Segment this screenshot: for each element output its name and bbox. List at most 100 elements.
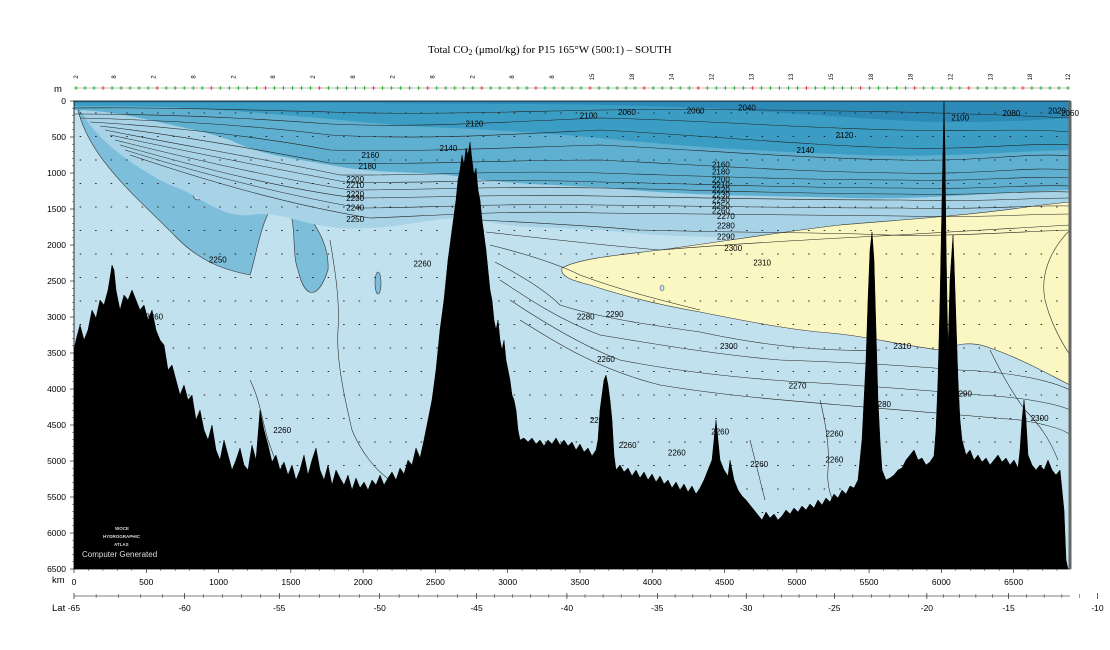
station-label: 2: [470, 75, 476, 79]
contour-label: 2220: [346, 190, 364, 199]
plot-area: [74, 101, 1070, 569]
contour-label: 2260: [825, 456, 843, 465]
contour-label: 2240: [346, 204, 364, 213]
depth-tick-label: 5000: [47, 456, 66, 466]
contour-label: 2100: [580, 111, 598, 120]
latitude-axis: -65 -60 -55 -50 -45 -40 -35 -30 -25 -20 -15 -10: [68, 593, 1104, 613]
woce-watermark: WOCE HYDROGRAPHIC ATLAS Computer Generat…: [82, 526, 157, 559]
distance-tick-label: 3000: [498, 577, 517, 587]
contour-label: 2250: [209, 255, 227, 264]
contour-label: 2260: [145, 312, 163, 321]
contour-label: 2270: [789, 381, 807, 390]
contour-label: 2270: [938, 430, 956, 439]
contour-label: 2120: [836, 131, 854, 140]
contour-label: 2140: [440, 144, 458, 153]
latitude-label: Lat: [52, 603, 66, 614]
depth-tick-label: 4500: [47, 420, 66, 430]
contour-label: 2080: [1003, 109, 1021, 118]
region-small-lens: [659, 284, 665, 292]
station-label: 8: [550, 75, 556, 79]
contour-label: 2060: [1061, 109, 1079, 118]
contour-label: 2180: [712, 168, 730, 177]
latitude-tick-label: -10: [1091, 603, 1104, 613]
depth-tick-label: 2500: [47, 276, 66, 286]
contour-label: 2160: [361, 151, 379, 160]
station-label: 2: [152, 75, 158, 79]
station-label: 8: [510, 75, 516, 79]
contour-label: 2310: [753, 258, 771, 267]
station-label: 18: [630, 73, 636, 80]
contour-label: 2210: [346, 181, 364, 190]
station-label: 8: [271, 75, 277, 79]
chart-title: Total CO2 (μmol/kg) for P15 165°W (500:1…: [428, 44, 672, 57]
station-label: 13: [789, 73, 795, 80]
contour-label: 2230: [346, 194, 364, 203]
station-label: 2: [391, 75, 397, 79]
contour-label: 2240: [712, 196, 730, 205]
contour-label: 2060: [687, 106, 705, 115]
contour-label: 2290: [717, 232, 735, 241]
contour-label: 2260: [712, 206, 730, 215]
contour-label: 2280: [717, 222, 735, 231]
latitude-tick-label: -45: [470, 603, 483, 613]
chart-title-main: Total CO: [428, 44, 469, 56]
distance-axis: 0 500 1000 1500 2000 2500 3000 3500 4000 4500 5000…: [72, 569, 1058, 587]
latitude-tick-label: -55: [273, 603, 286, 613]
distance-tick-label: 1000: [209, 577, 228, 587]
depth-tick-label: 6000: [47, 528, 66, 538]
depth-tick-label: 6500: [47, 564, 66, 574]
station-label: 2: [74, 75, 80, 79]
contour-label: 2220: [712, 186, 730, 195]
station-label: 12: [1066, 73, 1072, 80]
station-label: 18: [909, 73, 915, 80]
chart-title-rest: (μmol/kg) for P15 165°W (500:1) – SOUTH: [472, 44, 671, 56]
distance-unit-label: km: [52, 575, 65, 586]
distance-tick-label: 2500: [426, 577, 445, 587]
distance-tick-label: 500: [139, 577, 153, 587]
contour-label: 2260: [825, 430, 843, 439]
region-2250-lens: [374, 271, 382, 295]
contour-label: 2020: [1048, 106, 1066, 115]
chart-title-subscript: 2: [468, 48, 472, 57]
distance-tick-label: 5000: [787, 577, 806, 587]
distance-tick-label: 0: [72, 577, 77, 587]
depth-tick-label: 1000: [47, 168, 66, 178]
contour-label: 2290: [606, 310, 624, 319]
contour-label: 2260: [668, 448, 686, 457]
watermark-line-2: HYDROGRAPHIC: [103, 534, 141, 539]
latitude-tick-label: -60: [178, 603, 191, 613]
latitude-tick-label: -15: [1002, 603, 1015, 613]
contour-label: 2280: [873, 400, 891, 409]
station-label: 18: [1028, 73, 1034, 80]
watermark-line-3: ATLAS: [114, 542, 129, 547]
latitude-tick-label: -35: [651, 603, 664, 613]
contour-label: 2120: [466, 119, 484, 128]
contour-label: 2180: [359, 162, 377, 171]
contour-label: 2260: [711, 427, 729, 436]
contour-label: 2160: [712, 160, 730, 169]
contour-label: 2260: [590, 416, 608, 425]
contour-label: 2300: [724, 244, 742, 253]
watermark-line-1: WOCE: [115, 526, 129, 531]
station-markers: [74, 86, 1070, 90]
contour-label: 2200: [346, 175, 364, 184]
watermark-line-4: Computer Generated: [82, 550, 157, 559]
contour-label: 2210: [712, 181, 730, 190]
contour-label: 2300: [720, 342, 738, 351]
distance-tick-label: 6000: [932, 577, 951, 587]
station-label: 15: [829, 73, 835, 80]
contour-label: 2290: [954, 389, 972, 398]
contour-label: 2300: [1031, 414, 1049, 423]
contour-label: 2280: [577, 312, 595, 321]
contour-label: 2270: [717, 212, 735, 221]
contour-label: 2260: [413, 260, 431, 269]
contour-label: 2040: [738, 103, 756, 112]
contour-label: 2200: [712, 175, 730, 184]
distance-tick-label: 3500: [570, 577, 589, 587]
distance-tick-label: 4000: [643, 577, 662, 587]
distance-tick-label: 5500: [860, 577, 879, 587]
station-label: 13: [749, 73, 755, 80]
contour-label: 2060: [618, 108, 636, 117]
